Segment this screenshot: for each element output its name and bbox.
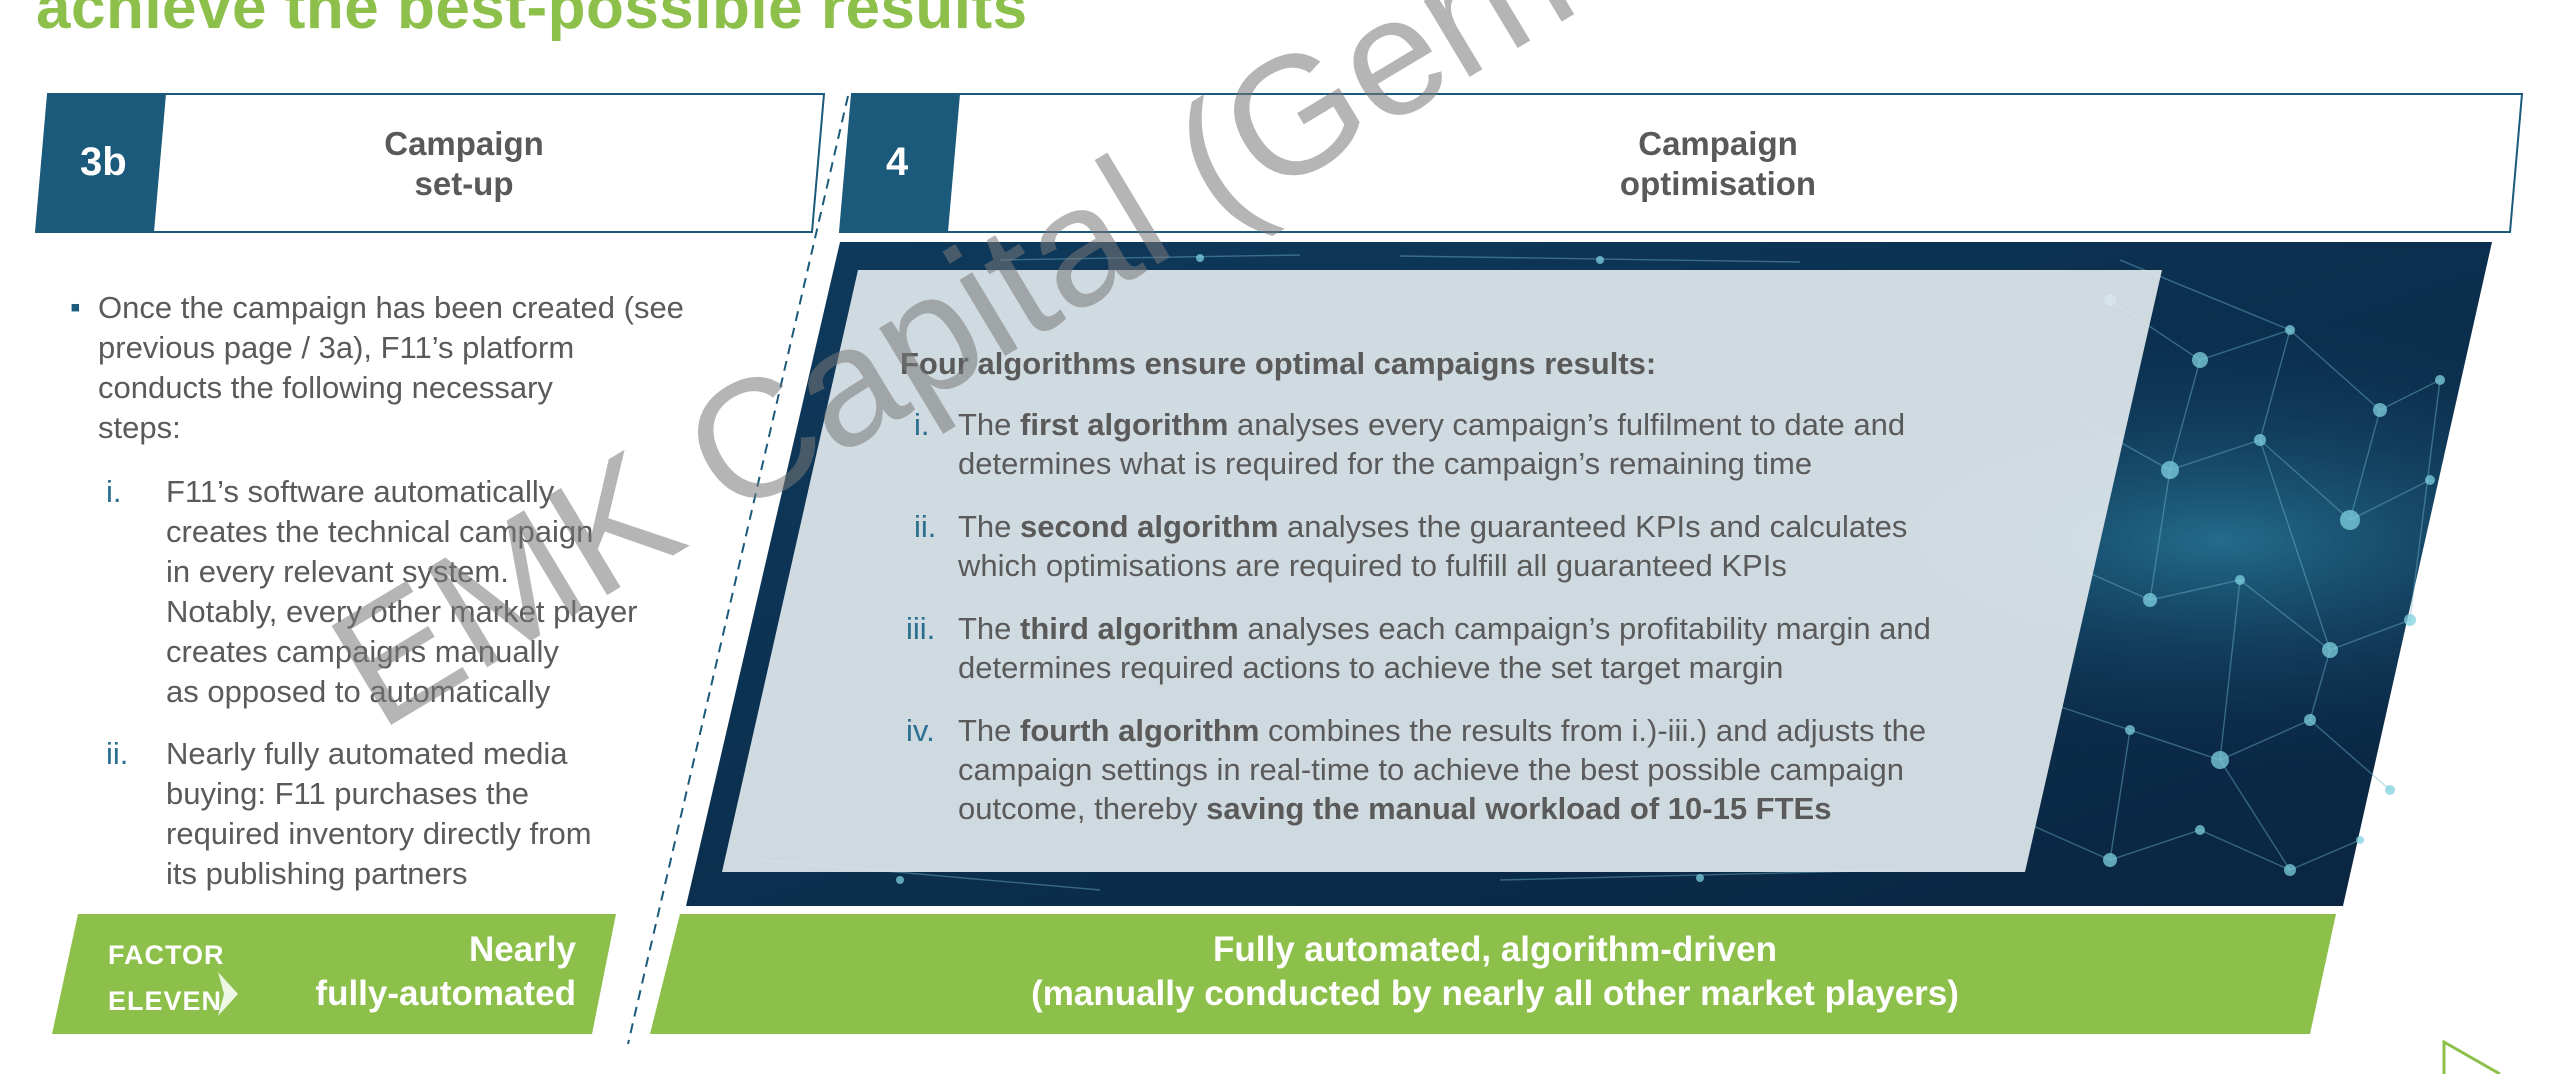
algorithm-item: iv. The fourth algorithm combines the re… <box>900 711 2020 828</box>
logo-line1: FACTOR <box>108 940 225 970</box>
algorithm-name: first algorithm <box>1020 407 1229 442</box>
step-line: in every relevant system. <box>166 554 509 589</box>
intro-bullet: ▪ Once the campaign has been created (se… <box>70 288 730 448</box>
step-line: Nearly fully automated media <box>166 736 568 771</box>
algorithm-line: determines what is required for the camp… <box>958 446 1813 481</box>
intro-line: Once the campaign has been created (see <box>98 290 684 325</box>
algorithm-pre: The <box>958 713 1021 748</box>
setup-step: ii. Nearly fully automated media buying:… <box>70 734 730 894</box>
step-line: F11’s software automatically <box>166 474 555 509</box>
right-banner-line2: (manually conducted by nearly all other … <box>1031 974 1959 1013</box>
right-banner-text: Fully automated, algorithm-driven (manua… <box>860 928 2130 1016</box>
right-header-title: Campaign optimisation <box>1468 124 1968 204</box>
network-nodes <box>896 254 2445 884</box>
algorithm-line: The fourth algorithm combines the result… <box>958 711 2020 750</box>
factor-eleven-logo: FACTOR ELEVEN <box>108 932 225 1024</box>
algorithm-item: iii. The third algorithm analyses each c… <box>900 609 2020 687</box>
algorithm-number: iv. <box>906 713 935 748</box>
algorithm-line: outcome, thereby saving the manual workl… <box>958 789 2020 828</box>
step-line: buying: F11 purchases the <box>166 776 530 811</box>
intro-line: steps: <box>98 410 181 445</box>
algorithm-line: The third algorithm analyses each campai… <box>958 609 2020 648</box>
algorithm-line: which optimisations are required to fulf… <box>958 548 1787 583</box>
step-line: creates campaigns manually <box>166 634 559 669</box>
algorithm-line: The first algorithm analyses every campa… <box>958 405 2020 444</box>
section-number-3b: 3b <box>80 140 127 184</box>
left-banner-line2: fully-automated <box>315 974 576 1013</box>
step-number: ii. <box>106 736 129 771</box>
section-number-4: 4 <box>886 140 909 184</box>
setup-step: i. F11’s software automatically creates … <box>70 472 730 712</box>
right-banner-line1: Fully automated, algorithm-driven <box>1213 930 1777 969</box>
left-banner-text: Nearly fully-automated <box>300 928 576 1016</box>
algorithm-name: third algorithm <box>1020 611 1239 646</box>
corner-arrow-icon <box>2442 1040 2501 1074</box>
left-header-line1: Campaign <box>384 125 544 162</box>
square-bullet-icon: ▪ <box>70 291 81 324</box>
algorithm-line: determines required actions to achieve t… <box>958 650 1784 685</box>
step-line: creates the technical campaign <box>166 514 594 549</box>
step-line: Notably, every other market player <box>166 594 638 629</box>
algorithm-highlight: saving the manual workload of 10-15 FTEs <box>1206 791 1832 826</box>
algorithm-item: i. The first algorithm analyses every ca… <box>900 405 2020 483</box>
left-banner-line1: Nearly <box>468 930 576 969</box>
algorithm-pre: outcome, thereby <box>958 791 1207 826</box>
step-number: i. <box>106 474 122 509</box>
algorithm-desc: analyses the guaranteed KPIs and calcula… <box>1278 509 1908 544</box>
algorithm-number: ii. <box>914 509 937 544</box>
algorithm-pre: The <box>958 509 1021 544</box>
intro-line: previous page / 3a), F11’s platform <box>98 330 575 365</box>
page-title: achieve the best-possible results <box>36 0 1028 42</box>
right-header: 4 Campaign optimisation <box>838 92 2528 236</box>
left-header-title: Campaign set-up <box>214 124 714 204</box>
algorithm-pre: The <box>958 611 1021 646</box>
right-header-line2: optimisation <box>1619 165 1817 202</box>
algorithm-item: ii. The second algorithm analyses the gu… <box>900 507 2020 585</box>
algorithm-line: The second algorithm analyses the guaran… <box>958 507 2020 546</box>
logo-arrow-icon <box>218 972 238 1016</box>
algorithm-text: Four algorithms ensure optimal campaigns… <box>900 344 2020 852</box>
step-line: its publishing partners <box>166 856 468 891</box>
algorithm-desc: combines the results from i.)-iii.) and … <box>1259 713 1927 748</box>
right-header-line1: Campaign <box>1638 125 1798 162</box>
algorithm-number: iii. <box>906 611 936 646</box>
algorithm-line: campaign settings in real-time to achiev… <box>958 752 1905 787</box>
left-column-text: ▪ Once the campaign has been created (se… <box>70 288 730 916</box>
algorithm-pre: The <box>958 407 1021 442</box>
algorithm-name: fourth algorithm <box>1020 713 1260 748</box>
intro-line: conducts the following necessary <box>98 370 553 405</box>
right-header-shape <box>838 93 2524 233</box>
algorithm-number: i. <box>914 407 930 442</box>
logo-line2: ELEVEN <box>108 986 223 1016</box>
algorithm-desc: analyses every campaign’s fulfilment to … <box>1228 407 1906 442</box>
algorithm-name: second algorithm <box>1020 509 1279 544</box>
step-line: as opposed to automatically <box>166 674 551 709</box>
step-line: required inventory directly from <box>166 816 592 851</box>
algorithm-desc: analyses each campaign’s profitability m… <box>1238 611 1931 646</box>
left-header-line2: set-up <box>414 165 514 202</box>
algorithm-heading: Four algorithms ensure optimal campaigns… <box>900 346 1657 381</box>
setup-steps-list: i. F11’s software automatically creates … <box>70 472 730 894</box>
text-overlay-box <box>722 270 2162 872</box>
